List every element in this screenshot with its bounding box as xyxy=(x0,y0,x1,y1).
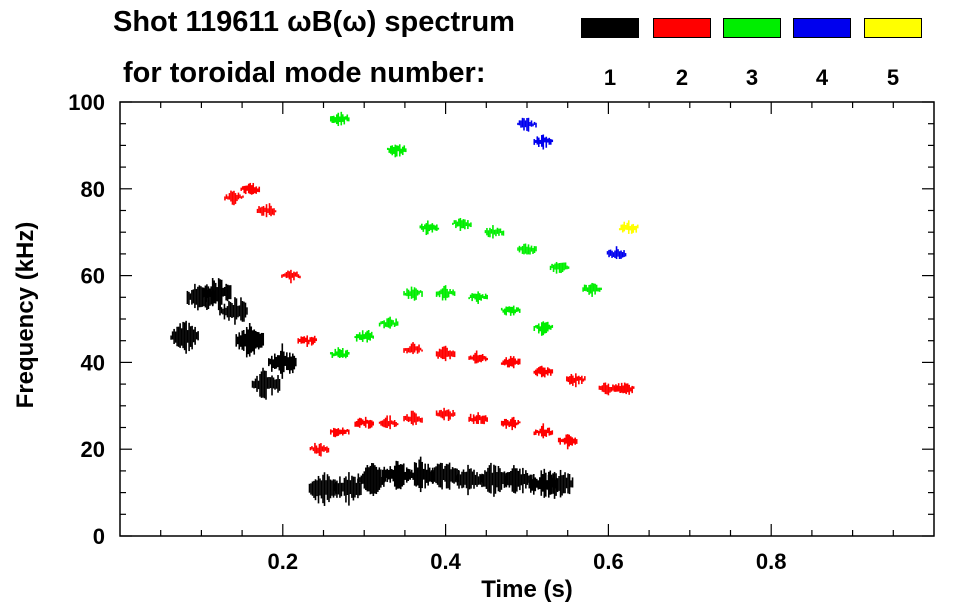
legend-swatch-n2 xyxy=(653,18,711,38)
spectrum-point xyxy=(500,416,521,431)
spectrum-point xyxy=(549,261,570,274)
spectrum-point xyxy=(224,190,244,206)
spectrum-point xyxy=(435,345,456,362)
spectrum-point xyxy=(435,407,456,421)
legend-swatch-n3 xyxy=(723,18,781,38)
spectrum-point xyxy=(533,423,554,439)
axis-tick-labels: 0.2 0.4 0.6 0.8 0 20 40 60 80 100 xyxy=(68,90,786,574)
spectrum-point xyxy=(256,203,277,218)
spectrum-point xyxy=(378,415,399,430)
spectrum-point xyxy=(468,350,488,364)
series-n=2 xyxy=(224,182,635,457)
spectrum-point xyxy=(308,472,338,506)
spectrum-point xyxy=(455,464,484,496)
x-tick-label: 0.2 xyxy=(268,549,299,574)
spectrum-point xyxy=(329,347,350,359)
legend-swatch-n5 xyxy=(864,18,922,38)
spectrum-point xyxy=(251,367,281,400)
spectrum-point xyxy=(517,117,537,132)
x-tick-label: 0.6 xyxy=(593,549,624,574)
spectrum-point xyxy=(281,269,301,284)
x-tick-label: 0.4 xyxy=(430,549,461,574)
spectrum-marks xyxy=(170,111,639,506)
series-n=5 xyxy=(618,220,639,234)
spectrum-point xyxy=(533,321,554,336)
spectrum-point xyxy=(468,412,488,425)
spectrum-point xyxy=(500,355,521,369)
y-tick-label: 60 xyxy=(81,264,105,289)
spectrum-point xyxy=(309,442,330,457)
spectrum-point xyxy=(354,330,375,343)
x-tick-label: 0.8 xyxy=(756,549,787,574)
spectrum-point xyxy=(566,373,586,388)
spectrum-point xyxy=(267,343,297,379)
spectrum-point xyxy=(430,462,460,490)
spectrum-point xyxy=(386,144,407,158)
legend-label-n5: 5 xyxy=(886,65,900,90)
spectrum-point xyxy=(598,382,619,396)
spectrum-point xyxy=(219,297,248,325)
x-axis-label: Time (s) xyxy=(481,576,573,603)
spectrum-point xyxy=(235,323,265,358)
spectrum-point xyxy=(484,225,505,239)
legend-label-n2: 2 xyxy=(675,65,689,90)
spectrum-point xyxy=(606,246,627,260)
spectrum-point xyxy=(403,410,423,426)
spectrum-point xyxy=(329,427,350,438)
spectrum-point xyxy=(202,278,232,311)
spectrum-point xyxy=(403,342,423,355)
y-axis-label: Frequency (kHz) xyxy=(12,222,39,409)
spectrum-point xyxy=(517,243,537,255)
spectrum-point xyxy=(240,182,261,195)
y-tick-label: 0 xyxy=(93,524,105,549)
y-tick-label: 80 xyxy=(81,177,105,202)
spectrum-point xyxy=(500,305,521,316)
spectrum-point xyxy=(333,472,362,506)
y-tick-label: 100 xyxy=(68,90,105,115)
chart-title-line2: for toroidal mode number: xyxy=(123,57,486,89)
legend-label-n4: 4 xyxy=(815,65,829,90)
spectrum-point xyxy=(329,111,350,127)
spectrum-point xyxy=(354,416,375,429)
spectrum-point xyxy=(186,283,216,311)
spectrum-point xyxy=(504,465,533,494)
axis-ticks xyxy=(120,101,934,537)
spectrum-point xyxy=(614,382,635,395)
legend-swatch-n1 xyxy=(581,18,639,38)
spectrum-point xyxy=(582,282,602,297)
spectrum-point xyxy=(479,462,509,497)
spectrum-point xyxy=(357,463,387,497)
legend-label-n1: 1 xyxy=(603,65,617,90)
spectrum-point xyxy=(403,286,423,301)
spectrum-point xyxy=(557,434,578,450)
spectrum-point xyxy=(452,217,472,231)
spectrum-point xyxy=(618,220,639,234)
y-tick-label: 20 xyxy=(81,437,105,462)
spectrum-point xyxy=(381,460,411,490)
series-n=3 xyxy=(329,111,602,359)
series-n=1 xyxy=(170,278,574,506)
spectrum-point xyxy=(544,469,574,499)
spectrum-point xyxy=(419,220,440,236)
series-n=4 xyxy=(517,117,627,260)
legend-label-n3: 3 xyxy=(745,65,759,90)
legend-swatch-n4 xyxy=(793,18,851,38)
y-tick-label: 40 xyxy=(81,350,105,375)
spectrum-point xyxy=(435,285,456,301)
spectrum-point xyxy=(406,456,435,493)
spectrum-point xyxy=(170,320,199,354)
spectrum-point xyxy=(533,365,554,378)
spectrum-point xyxy=(468,291,488,304)
spectrum-point xyxy=(533,134,554,150)
chart-title-line1: Shot 119611 ωB(ω) spectrum xyxy=(113,6,515,38)
spectrum-point xyxy=(378,316,399,329)
spectrum-point xyxy=(297,335,318,347)
